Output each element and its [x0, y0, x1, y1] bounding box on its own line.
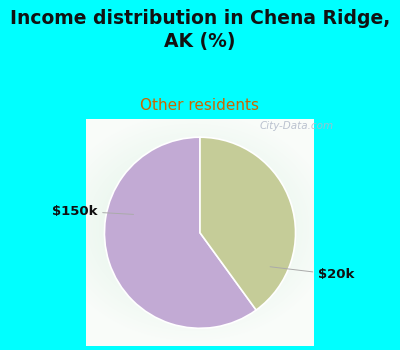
Text: $150k: $150k: [52, 204, 134, 218]
Wedge shape: [200, 137, 296, 310]
Text: Other residents: Other residents: [140, 98, 260, 113]
Text: $20k: $20k: [270, 267, 355, 281]
Wedge shape: [104, 137, 256, 328]
Text: City-Data.com: City-Data.com: [260, 121, 334, 131]
Text: Income distribution in Chena Ridge,
AK (%): Income distribution in Chena Ridge, AK (…: [10, 9, 390, 51]
